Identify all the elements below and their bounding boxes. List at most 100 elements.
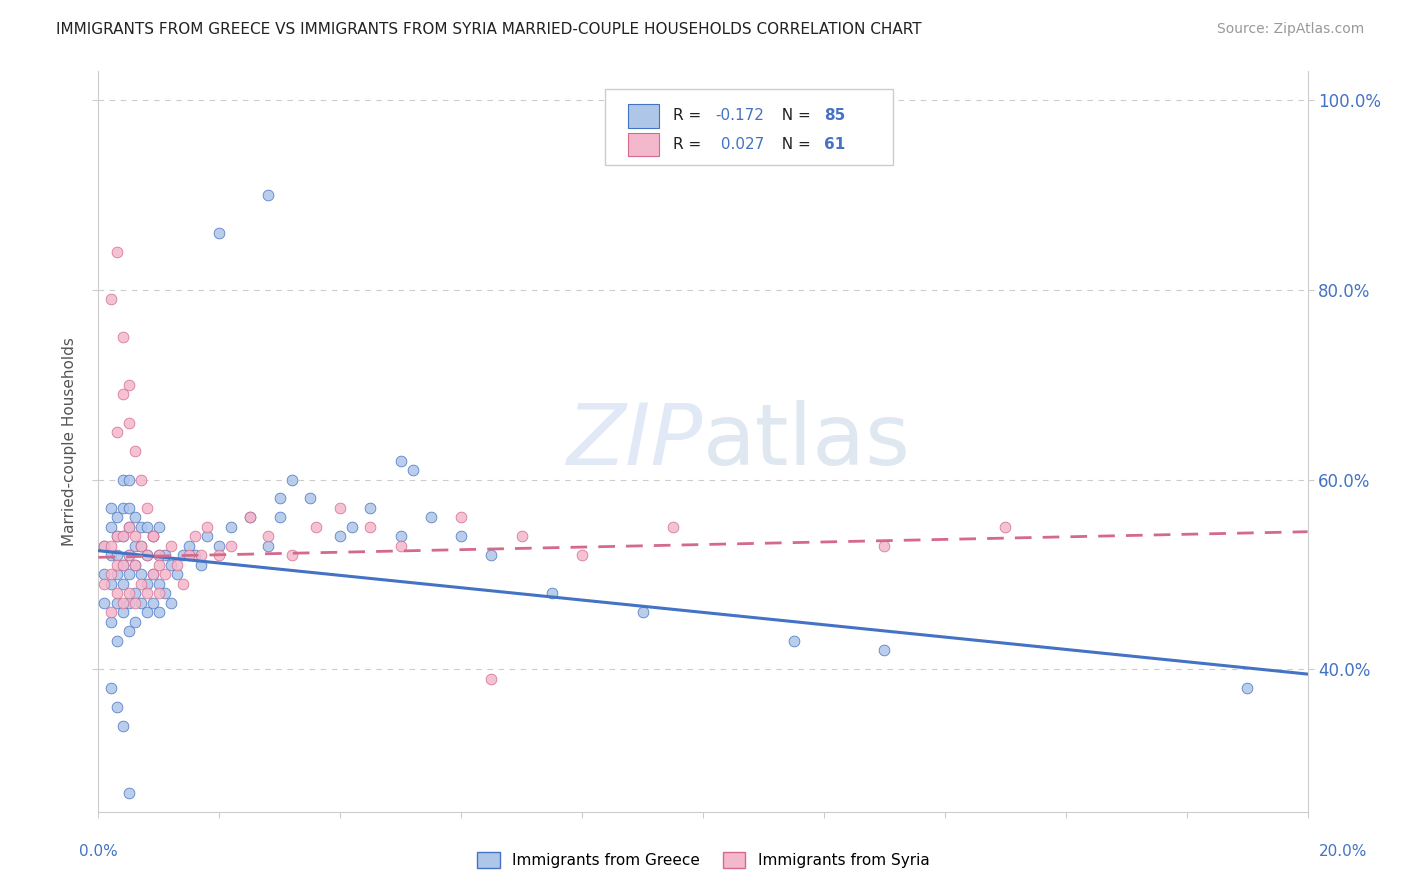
Point bbox=[135, 549, 157, 563]
Point bbox=[111, 500, 134, 515]
Point bbox=[148, 606, 170, 620]
Point bbox=[100, 549, 122, 563]
Point bbox=[179, 549, 201, 563]
Point bbox=[105, 586, 128, 600]
Point bbox=[1236, 681, 1258, 696]
Y-axis label: Married-couple Households: Married-couple Households bbox=[62, 337, 77, 546]
Text: R =: R = bbox=[673, 137, 707, 152]
Point bbox=[100, 615, 122, 629]
Point bbox=[124, 444, 146, 458]
Point bbox=[118, 567, 141, 582]
Point bbox=[142, 529, 165, 543]
Text: 0.0%: 0.0% bbox=[79, 845, 118, 859]
Point bbox=[402, 463, 425, 477]
Point bbox=[129, 567, 152, 582]
Point bbox=[195, 520, 218, 534]
Point bbox=[111, 529, 134, 543]
Point bbox=[142, 567, 165, 582]
Point bbox=[135, 500, 157, 515]
Text: R =: R = bbox=[673, 109, 707, 123]
Point bbox=[305, 520, 328, 534]
Point bbox=[129, 520, 152, 534]
Point bbox=[142, 567, 165, 582]
Point bbox=[124, 615, 146, 629]
Point bbox=[166, 558, 188, 572]
Point bbox=[100, 500, 122, 515]
Point bbox=[299, 491, 322, 506]
Point bbox=[135, 549, 157, 563]
Point bbox=[93, 577, 115, 591]
Point bbox=[148, 558, 170, 572]
Point bbox=[360, 520, 382, 534]
Point bbox=[360, 500, 382, 515]
Point bbox=[239, 510, 262, 524]
Point bbox=[111, 558, 134, 572]
Point bbox=[100, 681, 122, 696]
Point bbox=[873, 643, 896, 657]
Point bbox=[450, 529, 472, 543]
Point bbox=[160, 558, 183, 572]
Point bbox=[118, 416, 141, 430]
Point bbox=[510, 529, 533, 543]
Text: atlas: atlas bbox=[703, 400, 911, 483]
Point bbox=[631, 606, 654, 620]
Point bbox=[105, 244, 128, 259]
Point bbox=[184, 529, 207, 543]
Point bbox=[105, 549, 128, 563]
Point bbox=[269, 510, 291, 524]
Point bbox=[111, 719, 134, 733]
Text: ZIP: ZIP bbox=[567, 400, 703, 483]
Point bbox=[342, 520, 364, 534]
Point bbox=[111, 577, 134, 591]
Point bbox=[661, 520, 683, 534]
Point bbox=[124, 586, 146, 600]
Point bbox=[129, 539, 152, 553]
Point bbox=[281, 473, 304, 487]
Point bbox=[118, 549, 141, 563]
Point bbox=[124, 529, 146, 543]
Point bbox=[135, 520, 157, 534]
Point bbox=[105, 633, 128, 648]
Point bbox=[129, 539, 152, 553]
Point bbox=[135, 586, 157, 600]
Point bbox=[93, 539, 115, 553]
Point bbox=[105, 425, 128, 439]
Point bbox=[160, 596, 183, 610]
Text: -0.172: -0.172 bbox=[716, 109, 765, 123]
Point bbox=[148, 520, 170, 534]
Point bbox=[118, 520, 141, 534]
Point bbox=[100, 539, 122, 553]
Point bbox=[124, 558, 146, 572]
Point bbox=[481, 672, 503, 686]
Point bbox=[142, 529, 165, 543]
Legend: Immigrants from Greece, Immigrants from Syria: Immigrants from Greece, Immigrants from … bbox=[471, 847, 935, 874]
Text: N =: N = bbox=[772, 109, 815, 123]
Point bbox=[166, 567, 188, 582]
Point bbox=[329, 529, 352, 543]
Point bbox=[105, 529, 128, 543]
Point bbox=[105, 529, 128, 543]
Point bbox=[118, 624, 141, 639]
Point bbox=[389, 453, 412, 467]
Point bbox=[281, 549, 304, 563]
Point bbox=[111, 606, 134, 620]
Text: 0.027: 0.027 bbox=[716, 137, 763, 152]
Point bbox=[184, 549, 207, 563]
Point bbox=[208, 549, 231, 563]
Point bbox=[172, 577, 194, 591]
Point bbox=[124, 596, 146, 610]
Point bbox=[239, 510, 262, 524]
Point bbox=[118, 473, 141, 487]
Point bbox=[129, 596, 152, 610]
Point bbox=[783, 633, 806, 648]
Point bbox=[124, 539, 146, 553]
Point bbox=[118, 586, 141, 600]
Point bbox=[153, 549, 176, 563]
Point bbox=[873, 539, 896, 553]
Point bbox=[105, 700, 128, 714]
Point bbox=[111, 387, 134, 401]
Point bbox=[190, 549, 212, 563]
Point bbox=[111, 596, 134, 610]
Text: IMMIGRANTS FROM GREECE VS IMMIGRANTS FROM SYRIA MARRIED-COUPLE HOUSEHOLDS CORREL: IMMIGRANTS FROM GREECE VS IMMIGRANTS FRO… bbox=[56, 22, 922, 37]
Point bbox=[450, 510, 472, 524]
